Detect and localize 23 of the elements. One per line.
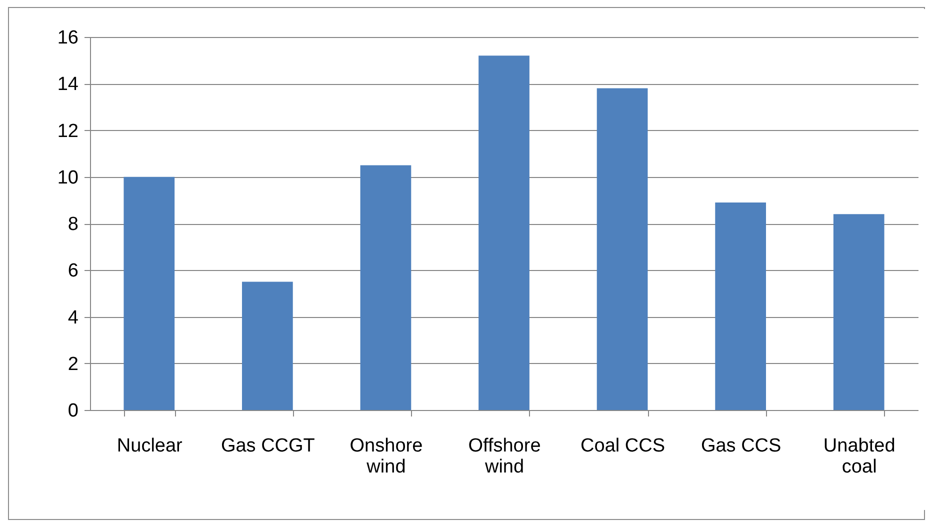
y-tick-label: 2 <box>68 354 78 375</box>
y-tick-label: 16 <box>57 28 78 48</box>
bar <box>596 88 648 410</box>
y-tick-label: 14 <box>57 74 79 96</box>
y-tick-label: 0 <box>68 400 78 422</box>
x-tick-label: Onshore wind <box>350 436 423 478</box>
x-tick-label: Gas CCGT <box>220 436 316 456</box>
x-tick-label: Nuclear <box>116 436 184 456</box>
bar <box>124 176 175 410</box>
x-tick-label: Unabted coal <box>823 436 896 478</box>
bar <box>360 165 412 410</box>
x-tick-label: Coal CCS <box>580 436 666 456</box>
x-tick-label: Gas CCS <box>700 436 782 456</box>
bar <box>242 282 293 410</box>
y-tick-label: 8 <box>68 214 78 235</box>
y-tick-label: 4 <box>68 307 79 328</box>
bar <box>715 202 766 410</box>
y-tick-label: 6 <box>68 260 78 282</box>
bar <box>833 214 884 410</box>
y-tick-label: 10 <box>57 167 78 188</box>
x-tick-label: Offshore wind <box>468 436 541 478</box>
y-tick-label: 12 <box>57 120 78 142</box>
bar <box>478 56 530 410</box>
